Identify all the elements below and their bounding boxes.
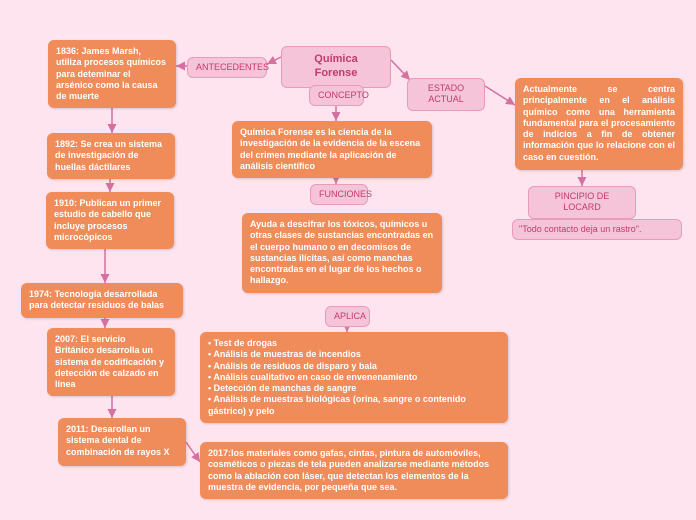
label-estado-actual: ESTADO ACTUAL (407, 78, 485, 111)
timeline-2011: 2011: Desarollan un sistema dental de co… (58, 418, 186, 466)
estado-actual-box: Actualmente se centra principalmente en … (515, 78, 683, 170)
timeline-1974: 1974: Tecnología desarrollada para detec… (21, 283, 183, 318)
aplica-box: • Test de drogas • Análisis de muestras … (200, 332, 508, 423)
timeline-1892: 1892: Se crea un sistema de investigació… (47, 133, 175, 179)
root-node: Química Forense (281, 46, 391, 88)
timeline-2007: 2007: El servicio Británico desarrolla u… (47, 328, 175, 396)
timeline-1836: 1836: James Marsh, utiliza procesos quím… (48, 40, 176, 108)
label-antecedentes: ANTECEDENTES (187, 57, 267, 78)
locard-box: "Todo contacto deja un rastro". (512, 219, 682, 240)
label-funciones: FUNCIONES (310, 184, 368, 205)
timeline-2017: 2017:los materiales como gafas, cintas, … (200, 442, 508, 499)
label-aplica: APLICA (325, 306, 370, 327)
label-locard: PINCIPIO DE LOCARD (528, 186, 636, 219)
timeline-1910: 1910: Publican un primer estudio de cabe… (46, 192, 174, 249)
funciones-box: Ayuda a descifrar los tóxicos, químicos … (242, 213, 442, 293)
label-concepto: CONCEPTO (309, 85, 364, 106)
concepto-box: Química Forense es la ciencia de la inve… (232, 121, 432, 178)
